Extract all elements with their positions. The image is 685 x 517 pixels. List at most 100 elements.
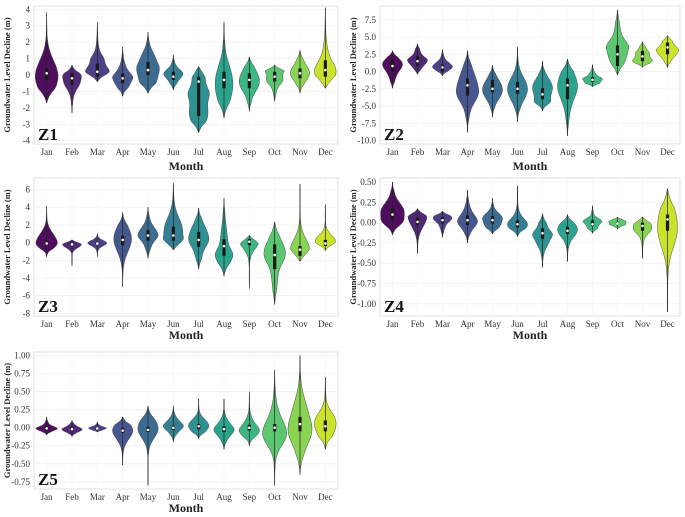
x-tick-label: Sep bbox=[586, 319, 600, 329]
y-tick-label: 0.25 bbox=[14, 405, 30, 415]
x-tick-label: Feb bbox=[65, 492, 79, 502]
zone-label: Z5 bbox=[38, 470, 58, 489]
x-tick-label: Mar bbox=[90, 492, 105, 502]
x-tick-label: Dec bbox=[318, 147, 333, 157]
median-point bbox=[641, 224, 644, 228]
median-point bbox=[324, 424, 327, 428]
y-tick-label: 2 bbox=[26, 220, 31, 230]
x-tick-label: Feb bbox=[65, 319, 79, 329]
x-axis-label: Month bbox=[513, 159, 548, 173]
median-point bbox=[416, 59, 419, 63]
y-tick-label: -0.75 bbox=[357, 279, 376, 289]
median-point bbox=[616, 53, 619, 56]
x-tick-label: Jan bbox=[41, 319, 53, 329]
x-tick-label: Apr bbox=[116, 147, 130, 157]
median-point bbox=[273, 426, 276, 430]
median-point bbox=[591, 222, 594, 226]
x-tick-label: Jul bbox=[193, 319, 204, 329]
x-tick-label: Dec bbox=[660, 319, 675, 329]
x-tick-label: Jan bbox=[41, 492, 53, 502]
median-point bbox=[96, 70, 99, 74]
x-tick-label: Apr bbox=[116, 492, 130, 502]
median-point bbox=[491, 87, 494, 91]
median-point bbox=[641, 55, 644, 58]
median-point bbox=[298, 72, 302, 75]
median-point bbox=[70, 76, 74, 80]
median-point bbox=[70, 427, 74, 431]
median-point bbox=[566, 229, 569, 233]
y-tick-label: 0 bbox=[26, 70, 31, 80]
median-point bbox=[248, 426, 251, 430]
y-tick-label: 5.0 bbox=[365, 32, 377, 42]
y-tick-label: 4 bbox=[26, 4, 31, 14]
x-tick-label: Dec bbox=[660, 147, 675, 157]
panel-z1: -4 -3 -2 -1 0 1 2 3 4 Jan Feb Mar Apr May Jun Jul Aug Sep… bbox=[2, 4, 339, 173]
y-tick-label: 0.50 bbox=[14, 387, 30, 397]
x-tick-label: Jun bbox=[511, 319, 524, 329]
median-point bbox=[70, 243, 74, 246]
median-point bbox=[416, 220, 419, 224]
x-tick-label: Nov bbox=[292, 492, 308, 502]
median-point bbox=[616, 222, 619, 225]
x-tick-label: Oct bbox=[611, 147, 624, 157]
median-point bbox=[591, 78, 594, 82]
x-tick-label: Jul bbox=[193, 492, 204, 502]
median-point bbox=[516, 87, 519, 91]
x-tick-label: Oct bbox=[268, 147, 281, 157]
y-tick-label: -0.50 bbox=[11, 459, 30, 469]
x-tick-label: Sep bbox=[243, 147, 257, 157]
y-tick-label: -1.00 bbox=[357, 299, 376, 309]
y-tick-label: -4 bbox=[23, 136, 31, 146]
median-point bbox=[45, 242, 48, 245]
median-point bbox=[566, 84, 569, 87]
iqr-box bbox=[565, 78, 570, 100]
zone-label: Z4 bbox=[384, 297, 404, 316]
median-point bbox=[541, 231, 544, 235]
y-axis-label: Groundwater Level Decline (m) bbox=[2, 363, 12, 478]
median-point bbox=[298, 248, 302, 251]
panel-z4: -1.00 -0.75 -0.50 -0.25 0.00 0.25 0.50 Jan Feb Ma… bbox=[348, 177, 681, 342]
x-tick-label: Jun bbox=[167, 319, 180, 329]
plot-area bbox=[379, 5, 681, 145]
x-tick-label: Jun bbox=[167, 492, 180, 502]
y-tick-label: 7.5 bbox=[365, 15, 377, 25]
x-tick-label: Oct bbox=[268, 319, 281, 329]
panel-z5: -0.75 -0.50 -0.25 0.00 0.25 0.50 0.75 1.00 Jan Fe… bbox=[2, 351, 339, 515]
y-tick-label: -0.25 bbox=[11, 441, 30, 451]
y-tick-label: 0.25 bbox=[360, 197, 376, 207]
median-point bbox=[541, 93, 544, 96]
x-tick-label: Mar bbox=[90, 147, 105, 157]
x-tick-label: Feb bbox=[411, 319, 425, 329]
x-tick-label: Apr bbox=[116, 319, 130, 329]
y-axis-label: Groundwater Level Decline (m) bbox=[2, 17, 12, 132]
y-axis-label: Groundwater Level Decline (m) bbox=[348, 189, 358, 304]
x-tick-label: Oct bbox=[268, 492, 281, 502]
median-point bbox=[491, 218, 494, 222]
x-tick-label: Jan bbox=[387, 147, 399, 157]
x-tick-label: Nov bbox=[292, 147, 308, 157]
iqr-box bbox=[615, 45, 620, 67]
y-tick-label: -6 bbox=[23, 291, 31, 301]
x-axis-label: Month bbox=[169, 159, 204, 173]
x-tick-label: Dec bbox=[318, 492, 333, 502]
x-tick-label: Feb bbox=[65, 147, 79, 157]
x-tick-label: Dec bbox=[318, 319, 333, 329]
median-point bbox=[197, 80, 200, 83]
y-tick-label: 4 bbox=[26, 202, 31, 212]
iqr-box bbox=[465, 78, 470, 96]
plot-area bbox=[379, 177, 681, 317]
median-point bbox=[466, 84, 469, 87]
x-tick-label: Jun bbox=[511, 147, 524, 157]
plot-area bbox=[33, 351, 339, 490]
y-tick-label: 0.50 bbox=[360, 177, 376, 187]
median-point bbox=[172, 234, 175, 237]
y-tick-label: -0.25 bbox=[357, 238, 376, 248]
median-point bbox=[248, 78, 251, 82]
median-point bbox=[298, 422, 302, 426]
y-tick-label: 0 bbox=[26, 238, 31, 248]
x-tick-label: Feb bbox=[411, 147, 425, 157]
x-tick-label: May bbox=[140, 319, 157, 329]
x-tick-label: Nov bbox=[635, 147, 651, 157]
median-point bbox=[96, 242, 99, 245]
iqr-box bbox=[323, 60, 327, 77]
